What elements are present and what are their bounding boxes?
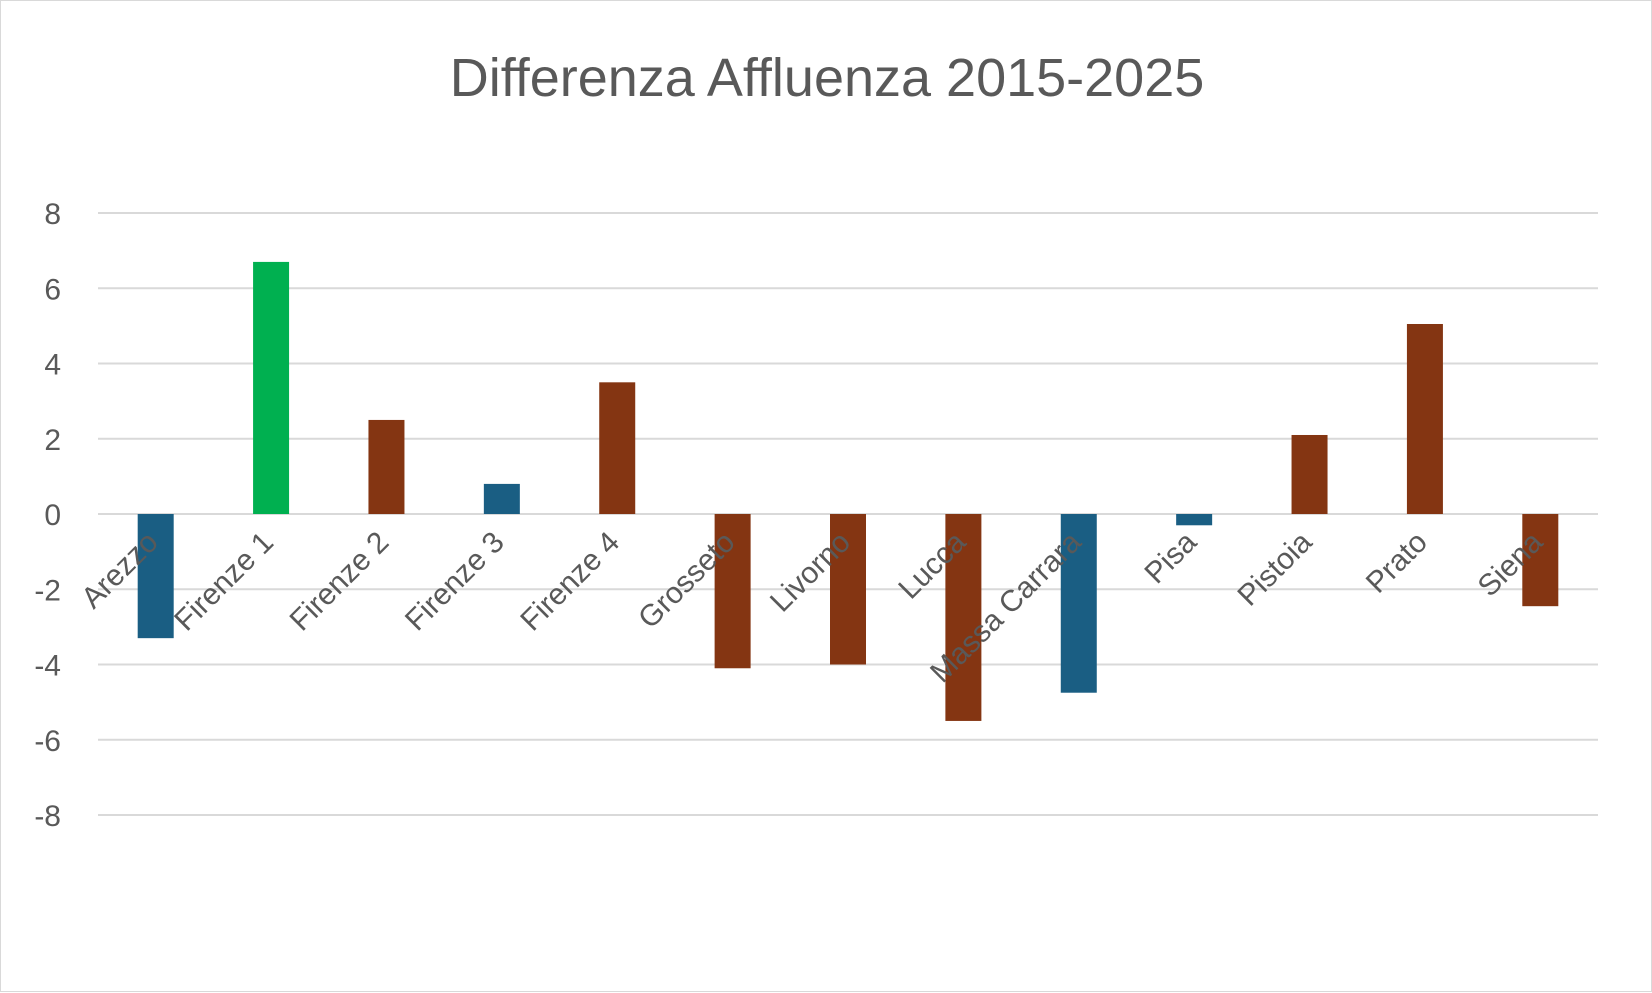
bar-grosseto — [714, 514, 751, 669]
chart-title: Differenza Affluenza 2015-2025 — [450, 48, 1205, 108]
y-tick-label: 6 — [44, 273, 61, 306]
bar-pisa — [1176, 514, 1213, 526]
bar-livorno — [830, 514, 866, 665]
bar-siena — [1522, 514, 1559, 607]
y-tick-label: 0 — [44, 499, 61, 532]
bars — [137, 261, 1559, 721]
y-tick-label: 2 — [44, 424, 61, 457]
bar-pistoia — [1291, 434, 1328, 514]
category-label: Pisa — [1139, 525, 1204, 590]
category-label: Firenze 2 — [284, 526, 396, 638]
y-tick-label: -8 — [34, 800, 61, 833]
y-tick-label: -2 — [34, 574, 61, 607]
bar-prato — [1406, 323, 1443, 514]
category-label: Firenze 4 — [514, 526, 626, 638]
category-label: Firenze 1 — [168, 526, 280, 638]
y-tick-label: -6 — [34, 725, 61, 758]
y-tick-label: 4 — [44, 349, 61, 382]
y-axis-tick-labels: 8 6 4 2 0 -2 -4 -6 -8 — [34, 198, 61, 833]
category-label: Firenze 3 — [399, 526, 511, 638]
category-label: Pistoia — [1231, 525, 1318, 612]
bar-massa-carrara — [1060, 514, 1097, 693]
bar-firenze-3 — [483, 483, 520, 514]
bar-firenze-4 — [599, 382, 636, 514]
bar-lucca — [945, 514, 982, 721]
y-tick-label: 8 — [44, 198, 61, 231]
bar-arezzo — [137, 514, 174, 639]
bar-firenze-2 — [368, 419, 405, 514]
bar-firenze-1 — [253, 261, 290, 514]
y-tick-label: -4 — [34, 650, 61, 683]
